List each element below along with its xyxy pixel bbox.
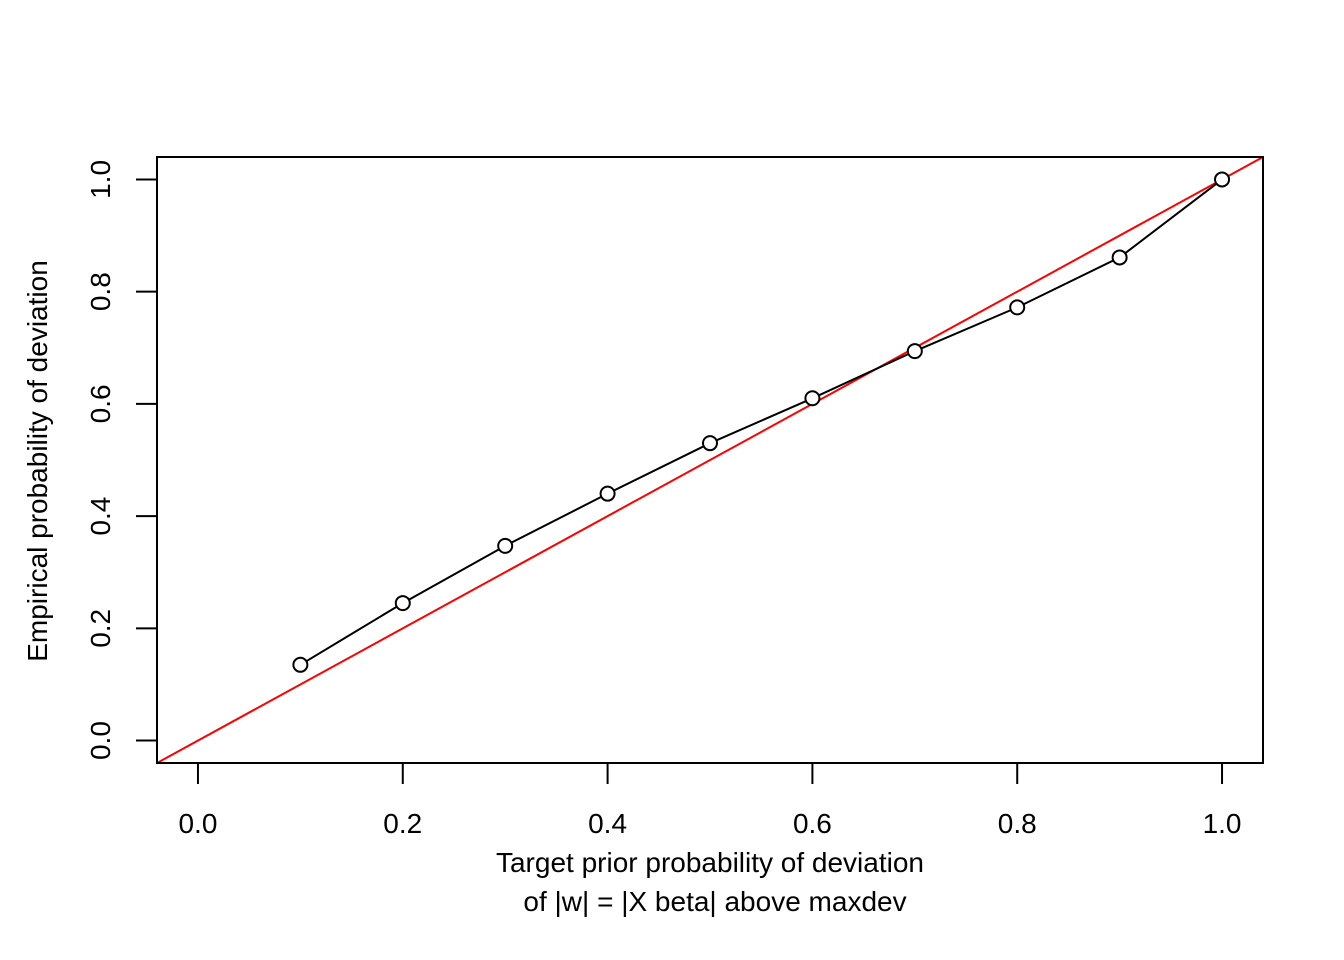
x-axis: 0.0 0.2 0.4 0.6 0.8 1.0 [178, 762, 1242, 839]
x-tick-label: 0.8 [998, 808, 1037, 839]
data-point [804, 390, 821, 407]
y-tick-label: 1.0 [85, 160, 116, 199]
data-point [292, 656, 309, 673]
x-tick-label: 0.4 [588, 808, 627, 839]
x-tick-label: 0.6 [793, 808, 832, 839]
y-tick-label: 0.8 [85, 272, 116, 311]
y-tick-label: 0.2 [85, 609, 116, 648]
x-tick-label: 1.0 [1203, 808, 1242, 839]
x-tick-label: 0.0 [178, 808, 217, 839]
y-tick-label: 0.0 [85, 721, 116, 760]
data-point [599, 485, 616, 502]
y-tick-label: 0.6 [85, 384, 116, 423]
data-point [1214, 171, 1231, 188]
data-point [497, 537, 514, 554]
data-point [1009, 299, 1026, 316]
x-axis-label-line2: of |w| = |X beta| above maxdev [523, 886, 906, 917]
data-point [702, 435, 718, 452]
series-line [299, 178, 1223, 666]
series-layer [292, 171, 1231, 673]
reference-line-layer [157, 157, 1263, 763]
x-axis-label-line1: Target prior probability of deviation [496, 847, 924, 878]
reference-line [157, 157, 1263, 763]
x-tick-label: 0.2 [383, 808, 422, 839]
y-axis: 0.0 0.2 0.4 0.6 0.8 1.0 [85, 160, 158, 760]
y-tick-label: 0.4 [85, 497, 116, 536]
data-point [1111, 249, 1128, 266]
data-point [906, 343, 923, 360]
y-axis-label: Empirical probability of deviation [22, 260, 53, 662]
data-point [394, 595, 411, 612]
